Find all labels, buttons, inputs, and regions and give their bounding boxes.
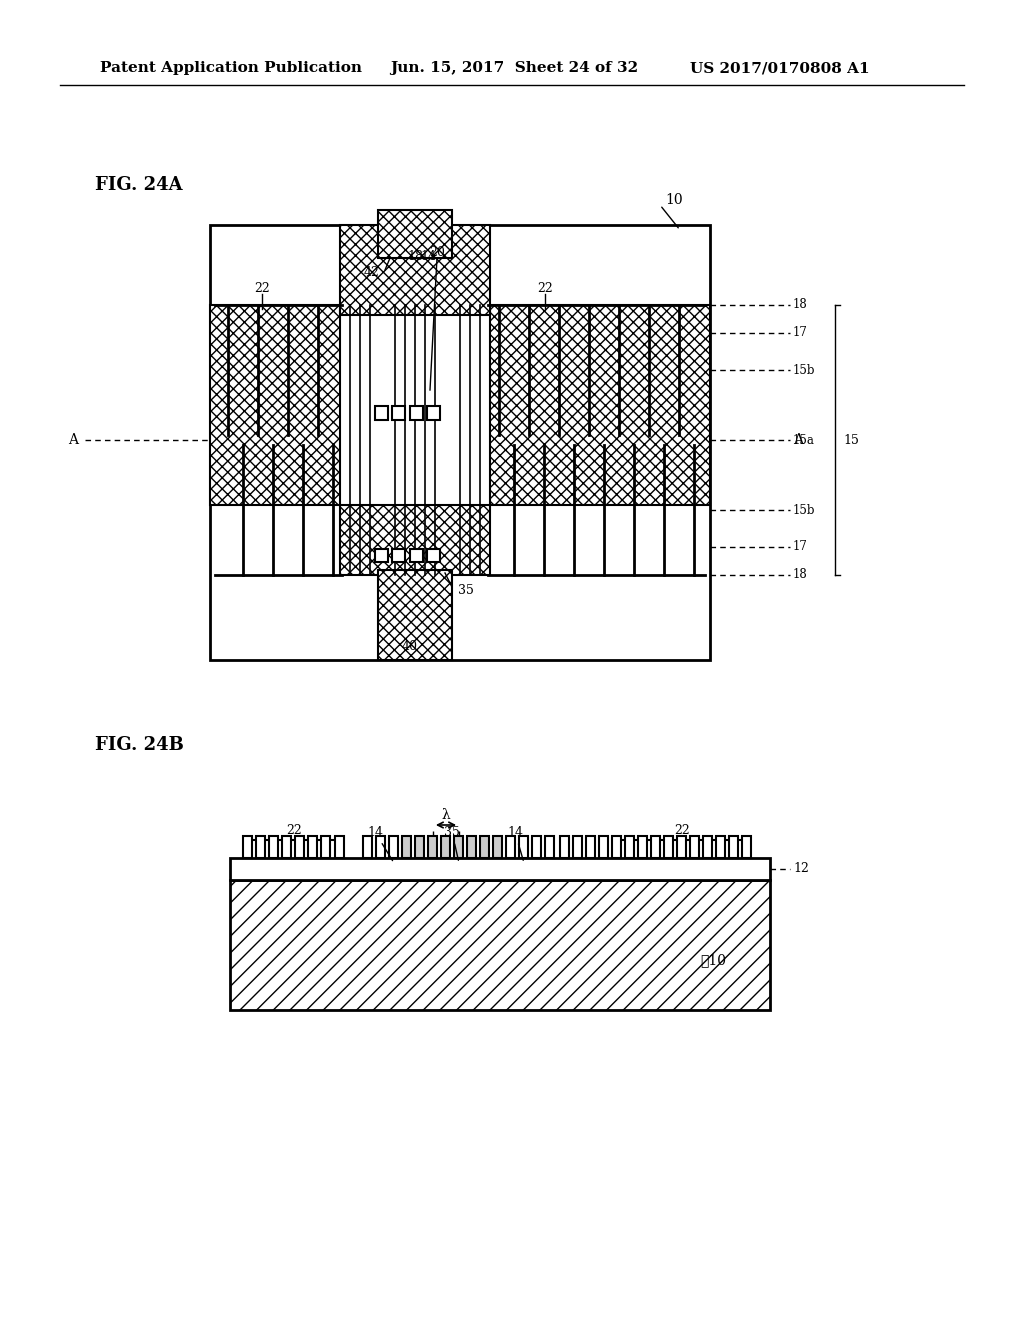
Text: 15: 15 <box>843 433 859 446</box>
Text: 15a: 15a <box>793 433 815 446</box>
Bar <box>573 836 582 858</box>
Bar <box>441 836 450 858</box>
Text: ∰10: ∰10 <box>700 953 726 968</box>
Text: 35: 35 <box>444 825 460 861</box>
Bar <box>378 210 452 257</box>
Bar <box>560 836 569 858</box>
Bar <box>389 836 398 858</box>
Text: 20: 20 <box>429 246 445 259</box>
Bar <box>415 836 424 858</box>
Bar <box>729 836 738 858</box>
Bar <box>376 836 385 858</box>
Bar <box>269 836 278 858</box>
Bar <box>716 836 725 858</box>
Bar <box>410 549 423 562</box>
Bar <box>308 836 317 858</box>
Bar <box>210 305 340 506</box>
Bar <box>340 224 490 315</box>
Bar <box>392 549 406 562</box>
Bar <box>427 549 440 562</box>
Text: 10: 10 <box>665 193 683 207</box>
Text: FIG. 24B: FIG. 24B <box>95 737 184 754</box>
Text: 35: 35 <box>458 583 474 597</box>
Text: 40: 40 <box>402 640 418 653</box>
Text: 22: 22 <box>674 824 690 837</box>
Text: 14: 14 <box>507 825 523 861</box>
Text: 14: 14 <box>367 825 392 861</box>
Bar <box>532 836 541 858</box>
Text: A: A <box>793 433 803 447</box>
Bar <box>427 407 440 420</box>
Bar <box>454 836 463 858</box>
Bar <box>230 880 770 1010</box>
Bar <box>742 836 751 858</box>
Bar <box>519 836 528 858</box>
Bar <box>586 836 595 858</box>
Bar <box>362 836 372 858</box>
Bar <box>256 836 265 858</box>
Text: 17: 17 <box>793 326 808 339</box>
Text: FIG. 24A: FIG. 24A <box>95 176 182 194</box>
Text: Patent Application Publication: Patent Application Publication <box>100 61 362 75</box>
Bar <box>467 836 476 858</box>
Bar <box>480 836 489 858</box>
Text: 17: 17 <box>793 540 808 553</box>
Text: 18: 18 <box>407 251 423 264</box>
Bar <box>375 407 388 420</box>
Text: 15b: 15b <box>793 503 815 516</box>
Bar <box>599 836 608 858</box>
Bar <box>690 836 699 858</box>
Bar <box>638 836 647 858</box>
Bar <box>282 836 291 858</box>
Bar <box>340 506 490 576</box>
Bar <box>295 836 304 858</box>
Bar <box>493 836 502 858</box>
Bar <box>210 224 710 660</box>
Bar <box>506 836 515 858</box>
Bar <box>428 836 437 858</box>
Text: 14: 14 <box>420 251 436 264</box>
Bar <box>335 836 344 858</box>
Text: 22: 22 <box>254 281 270 294</box>
Text: 22: 22 <box>286 824 302 837</box>
Bar <box>392 407 406 420</box>
Text: Jun. 15, 2017  Sheet 24 of 32: Jun. 15, 2017 Sheet 24 of 32 <box>390 61 638 75</box>
Bar <box>375 549 388 562</box>
Text: 18: 18 <box>793 569 808 582</box>
Text: 15b: 15b <box>793 363 815 376</box>
Bar <box>410 407 423 420</box>
Text: US 2017/0170808 A1: US 2017/0170808 A1 <box>690 61 869 75</box>
Bar <box>321 836 330 858</box>
Bar <box>651 836 660 858</box>
Bar <box>625 836 634 858</box>
Bar <box>664 836 673 858</box>
Bar <box>378 570 452 660</box>
Bar <box>402 836 411 858</box>
Text: A: A <box>68 433 78 447</box>
Text: 18: 18 <box>793 298 808 312</box>
Text: 22: 22 <box>538 281 553 294</box>
Text: 42: 42 <box>365 267 380 280</box>
Bar <box>703 836 712 858</box>
Bar <box>545 836 554 858</box>
Bar <box>677 836 686 858</box>
Text: λ: λ <box>441 808 451 822</box>
Text: 12: 12 <box>793 862 809 875</box>
Bar <box>230 858 770 880</box>
Bar <box>490 305 710 506</box>
Bar <box>612 836 621 858</box>
Bar <box>243 836 252 858</box>
